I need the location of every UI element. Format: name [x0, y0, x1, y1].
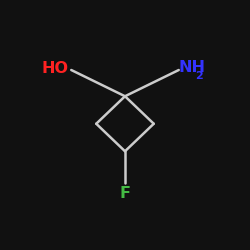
Text: 2: 2	[196, 71, 203, 81]
Text: NH: NH	[179, 60, 206, 76]
Text: F: F	[120, 186, 130, 201]
Text: HO: HO	[42, 61, 69, 76]
